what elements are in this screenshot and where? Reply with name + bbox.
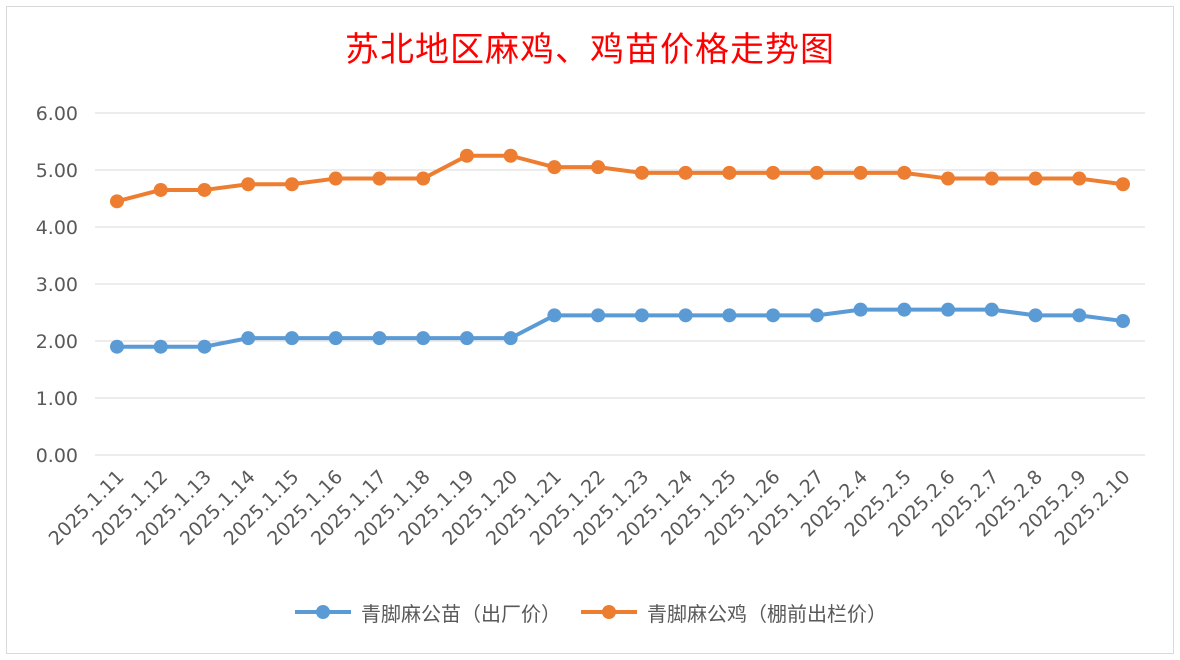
data-point: [678, 308, 693, 323]
data-point: [809, 165, 824, 180]
legend: 青脚麻公苗（出厂价） 青脚麻公鸡（棚前出栏价）: [0, 596, 1180, 628]
series-lines: [110, 148, 1130, 354]
data-point: [984, 171, 999, 186]
legend-label-series-1: 青脚麻公苗（出厂价）: [361, 601, 561, 626]
y-tick-label: 4.00: [36, 217, 78, 239]
data-point: [1116, 314, 1130, 329]
data-point: [547, 308, 562, 323]
data-point: [328, 171, 343, 186]
x-axis-ticks: 2025.1.112025.1.122025.1.132025.1.142025…: [45, 466, 1135, 550]
y-axis-ticks: 0.00 1.00 2.00 3.00 4.00 5.00 6.00: [36, 103, 78, 467]
data-point: [766, 308, 781, 323]
legend-label-series-2: 青脚麻公鸡（棚前出栏价）: [647, 601, 887, 626]
data-point: [941, 171, 956, 186]
series-2: [110, 148, 1130, 209]
chart-title: 苏北地区麻鸡、鸡苗价格走势图: [345, 30, 835, 70]
data-point: [197, 182, 212, 197]
data-point: [372, 331, 387, 346]
data-point: [372, 171, 387, 186]
data-point: [853, 165, 868, 180]
data-point: [722, 308, 737, 323]
data-point: [591, 160, 606, 175]
data-point: [853, 302, 868, 317]
data-point: [416, 331, 431, 346]
data-point: [153, 182, 168, 197]
gridlines: [95, 112, 1145, 456]
data-point: [110, 194, 124, 209]
y-tick-label: 0.00: [36, 445, 78, 467]
data-point: [766, 165, 781, 180]
data-point: [503, 148, 518, 163]
legend-marker-series-1: [295, 605, 351, 619]
data-point: [241, 177, 256, 192]
data-point: [1028, 308, 1043, 323]
y-tick-label: 3.00: [36, 274, 78, 296]
data-point: [678, 165, 693, 180]
y-tick-label: 5.00: [36, 160, 78, 182]
data-point: [284, 331, 299, 346]
data-point: [459, 148, 474, 163]
data-point: [284, 177, 299, 192]
series-line: [116, 153, 1124, 204]
data-point: [459, 331, 474, 346]
series-1: [110, 302, 1130, 354]
data-point: [722, 165, 737, 180]
data-point: [328, 331, 343, 346]
data-point: [634, 308, 649, 323]
data-point: [897, 165, 912, 180]
data-point: [1116, 177, 1130, 192]
data-point: [547, 160, 562, 175]
data-point: [941, 302, 956, 317]
data-point: [809, 308, 824, 323]
data-point: [1072, 308, 1087, 323]
data-point: [634, 165, 649, 180]
y-tick-label: 1.00: [36, 388, 78, 410]
legend-item-series-1: 青脚麻公苗（出厂价）: [293, 598, 561, 627]
data-point: [1072, 171, 1087, 186]
y-tick-label: 2.00: [36, 331, 78, 353]
data-point: [1028, 171, 1043, 186]
data-point: [110, 339, 124, 354]
data-point: [897, 302, 912, 317]
data-point: [591, 308, 606, 323]
legend-item-series-2: 青脚麻公鸡（棚前出栏价）: [579, 598, 887, 627]
legend-marker-series-2: [581, 605, 637, 619]
data-point: [241, 331, 256, 346]
data-point: [416, 171, 431, 186]
data-point: [984, 302, 999, 317]
chart-frame: [6, 6, 1174, 654]
data-point: [153, 339, 168, 354]
data-point: [197, 339, 212, 354]
data-point: [503, 331, 518, 346]
y-tick-label: 6.00: [36, 103, 78, 125]
series-line: [117, 307, 1124, 349]
